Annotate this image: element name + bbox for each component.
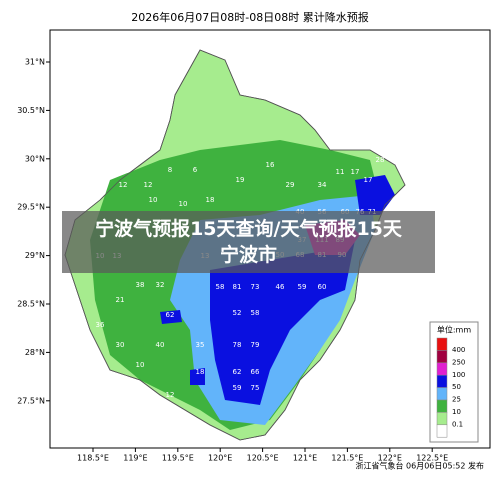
station-value: 62 <box>233 368 242 376</box>
lon-label: 120.5°E <box>247 454 279 463</box>
station-value: 10 <box>136 361 145 369</box>
station-value: 40 <box>156 341 165 349</box>
station-value: 75 <box>251 384 260 392</box>
station-value: 12 <box>144 181 153 189</box>
station-value: 46 <box>276 283 285 291</box>
legend-swatch <box>436 387 448 401</box>
lon-label: 119.5°E <box>162 454 194 463</box>
station-value: 66 <box>251 368 260 376</box>
station-value: 29 <box>286 181 295 189</box>
lat-label: 30°N <box>25 154 45 163</box>
lon-label: 122.5°E <box>416 454 448 463</box>
station-value: 11 <box>136 391 145 399</box>
station-value: 78 <box>233 341 242 349</box>
legend-swatch <box>436 412 448 426</box>
station-value: 11 <box>336 168 345 176</box>
station-value: 52 <box>233 309 242 317</box>
map-frame <box>49 29 491 449</box>
lat-label: 31°N <box>25 58 45 67</box>
station-value: 12 <box>166 391 175 399</box>
station-value: 58 <box>251 309 260 317</box>
legend-swatch <box>436 362 448 376</box>
legend-swatch <box>436 424 448 438</box>
lon-label: 121.5°E <box>331 454 363 463</box>
lon-label: 121°E <box>293 454 317 463</box>
station-value: 59 <box>233 384 242 392</box>
banner: 宁波气预报15天查询/天气预报15天 宁波市 <box>62 211 435 273</box>
lat-label: 30.5°N <box>17 106 45 115</box>
station-value: 32 <box>156 281 165 289</box>
legend-swatch <box>436 374 448 388</box>
legend-swatch <box>436 350 448 364</box>
map-title: 2026年06月07日08时-08日08时 累计降水预报 <box>131 10 368 24</box>
station-value: 18 <box>206 196 215 204</box>
legend-level: 50 <box>452 383 461 391</box>
lat-label: 29°N <box>25 251 45 260</box>
station-value: 21 <box>116 296 125 304</box>
station-value: 58 <box>216 283 225 291</box>
station-value: 17 <box>364 176 373 184</box>
footer: 浙江省气象台 06月06日05:52 发布 <box>356 461 485 471</box>
legend-level: 0.1 <box>452 420 463 428</box>
station-value: 73 <box>251 283 260 291</box>
station-value: 10 <box>179 200 188 208</box>
lon-label: 120°E <box>208 454 232 463</box>
station-value: 18 <box>196 368 205 376</box>
legend-swatch <box>436 399 448 413</box>
legend: 单位:mm 400 250 100 50 25 10 0.1 <box>429 321 479 443</box>
station-value: 8 <box>168 166 172 174</box>
station-value: 59 <box>298 283 307 291</box>
station-value: 62 <box>166 311 175 319</box>
station-value: 28 <box>376 156 385 164</box>
lat-label: 28°N <box>25 348 45 357</box>
station-value: 36 <box>96 321 105 329</box>
lat-label: 29.5°N <box>17 203 45 212</box>
lat-label: 27.5°N <box>17 396 45 405</box>
banner-line: 宁波市 <box>219 244 277 266</box>
station-value: 12 <box>119 181 128 189</box>
lon-label: 122°E <box>378 454 402 463</box>
lat-label: 28.5°N <box>17 300 45 309</box>
station-value: 38 <box>136 281 145 289</box>
station-value: 19 <box>236 176 245 184</box>
station-value: 6 <box>193 166 198 174</box>
station-value: 34 <box>318 181 327 189</box>
station-value: 81 <box>233 283 242 291</box>
legend-unit: 单位:mm <box>437 325 471 335</box>
legend-level: 25 <box>452 396 461 404</box>
station-value: 79 <box>251 341 260 349</box>
station-value: 17 <box>351 168 360 176</box>
banner-line: 宁波气预报15天查询/天气预报15天 <box>95 218 402 240</box>
station-value: 60 <box>318 283 327 291</box>
station-value: 16 <box>266 161 275 169</box>
legend-level: 10 <box>452 408 461 416</box>
legend-level: 250 <box>452 358 465 366</box>
lon-label: 119°E <box>123 454 147 463</box>
lon-label: 118.5°E <box>77 454 109 463</box>
legend-level: 400 <box>452 346 465 354</box>
station-value: 35 <box>196 341 205 349</box>
station-value: 10 <box>149 196 158 204</box>
legend-swatch <box>436 337 448 351</box>
legend-level: 100 <box>452 371 465 379</box>
station-value: 30 <box>116 341 125 349</box>
